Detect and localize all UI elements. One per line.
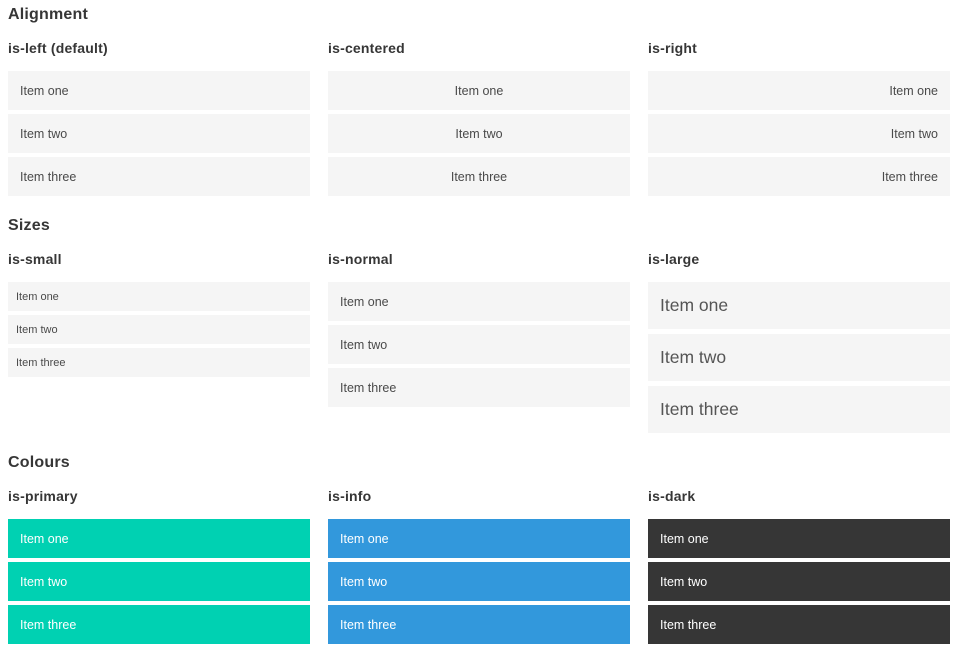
list-item[interactable]: Item one [648,282,950,329]
list-normal: Item one Item two Item three [328,282,630,407]
variant-label: is-small [8,251,62,267]
variant-label: is-dark [648,488,696,504]
section-alignment: Alignment is-left (default) Item one Ite… [8,5,950,196]
list-item[interactable]: Item three [328,157,630,196]
list-left: Item one Item two Item three [8,71,310,196]
list-item[interactable]: Item one [328,519,630,558]
variant-label: is-large [648,251,700,267]
section-title: Alignment [8,6,89,23]
colours-columns: is-primary Item one Item two Item three … [8,472,950,644]
list-item[interactable]: Item two [8,315,310,344]
list-demo-left: is-left (default) Item one Item two Item… [8,24,310,196]
list-item[interactable]: Item one [648,71,950,110]
section-sizes: Sizes is-small Item one Item two Item th… [8,216,950,433]
sizes-columns: is-small Item one Item two Item three is… [8,235,950,433]
list-item[interactable]: Item one [8,519,310,558]
list-item[interactable]: Item two [8,114,310,153]
list-item[interactable]: Item one [8,71,310,110]
list-item[interactable]: Item three [328,605,630,644]
list-item[interactable]: Item three [328,368,630,407]
list-demo-normal: is-normal Item one Item two Item three [328,235,630,407]
list-large: Item one Item two Item three [648,282,950,433]
list-demo-info: is-info Item one Item two Item three [328,472,630,644]
list-item[interactable]: Item two [328,325,630,364]
list-item[interactable]: Item two [328,114,630,153]
variant-label: is-left (default) [8,40,108,56]
list-right: Item one Item two Item three [648,71,950,196]
list-item[interactable]: Item one [648,519,950,558]
list-item[interactable]: Item three [648,386,950,433]
list-item[interactable]: Item two [328,562,630,601]
section-title: Colours [8,454,70,471]
list-item[interactable]: Item two [648,562,950,601]
list-item[interactable]: Item three [648,605,950,644]
list-demo-primary: is-primary Item one Item two Item three [8,472,310,644]
list-item[interactable]: Item three [8,157,310,196]
variant-label: is-primary [8,488,78,504]
list-demo-dark: is-dark Item one Item two Item three [648,472,950,644]
list-centered: Item one Item two Item three [328,71,630,196]
list-demo-large: is-large Item one Item two Item three [648,235,950,433]
alignment-columns: is-left (default) Item one Item two Item… [8,24,950,196]
list-item[interactable]: Item one [328,282,630,321]
list-primary: Item one Item two Item three [8,519,310,644]
variant-label: is-right [648,40,698,56]
section-colours: Colours is-primary Item one Item two Ite… [8,453,950,644]
list-small: Item one Item two Item three [8,282,310,377]
list-item[interactable]: Item three [8,605,310,644]
list-dark: Item one Item two Item three [648,519,950,644]
variant-label: is-centered [328,40,405,56]
list-item[interactable]: Item one [8,282,310,311]
list-item[interactable]: Item one [328,71,630,110]
section-title: Sizes [8,217,50,234]
variant-label: is-normal [328,251,393,267]
variant-label: is-info [328,488,372,504]
list-item[interactable]: Item two [648,334,950,381]
list-item[interactable]: Item three [648,157,950,196]
list-info: Item one Item two Item three [328,519,630,644]
list-demo-centered: is-centered Item one Item two Item three [328,24,630,196]
list-item[interactable]: Item two [8,562,310,601]
list-demo-small: is-small Item one Item two Item three [8,235,310,377]
list-item[interactable]: Item two [648,114,950,153]
list-item[interactable]: Item three [8,348,310,377]
list-demo-right: is-right Item one Item two Item three [648,24,950,196]
